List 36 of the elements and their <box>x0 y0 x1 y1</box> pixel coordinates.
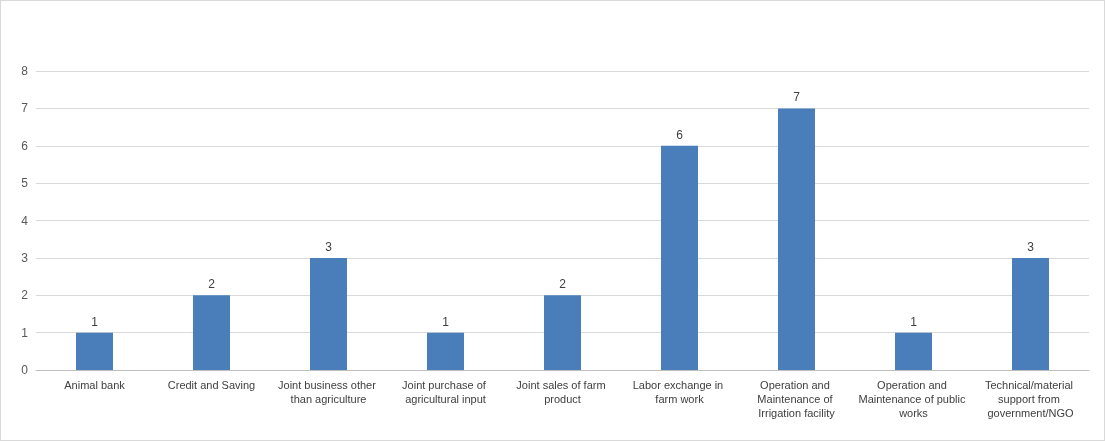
y-tick-label: 5 <box>21 176 29 191</box>
x-tick-label: Labor exchange in farm work <box>632 379 727 405</box>
y-tick-label: 4 <box>21 213 29 228</box>
x-tick-label: Credit and Saving <box>167 379 256 391</box>
bar <box>1012 257 1049 370</box>
bar <box>895 332 932 370</box>
bar <box>778 108 815 370</box>
y-tick-label: 6 <box>21 138 29 153</box>
bar <box>544 295 581 370</box>
data-label: 1 <box>910 314 918 329</box>
data-label: 3 <box>1027 239 1035 254</box>
y-tick-label: 3 <box>21 250 29 265</box>
data-label: 1 <box>442 314 450 329</box>
x-tick-label: Animal bank <box>64 379 126 391</box>
x-tick-label: Operation and Maintenance of public works <box>858 379 969 419</box>
x-tick-label: Technical/material support from government/NGO <box>984 379 1077 419</box>
data-label: 6 <box>676 127 684 142</box>
data-label: 7 <box>793 90 801 105</box>
data-label: 3 <box>325 239 333 254</box>
y-tick-label: 7 <box>21 101 29 116</box>
bar <box>193 295 230 370</box>
y-tick-label: 0 <box>21 363 29 377</box>
data-label: 1 <box>91 314 99 329</box>
y-tick-label: 1 <box>21 325 29 340</box>
x-tick-label: Operation and Maintenance of Irrigation facility <box>757 379 836 419</box>
y-tick-label: 8 <box>21 64 29 78</box>
bar <box>427 332 464 370</box>
bar <box>76 332 113 370</box>
bar <box>661 145 698 370</box>
y-tick-label: 2 <box>21 288 29 303</box>
data-label: 2 <box>208 277 216 292</box>
x-tick-label: Joint sales of farm product <box>516 379 609 405</box>
bar <box>310 257 347 370</box>
x-tick-label: Joint business other than agriculture <box>278 379 379 405</box>
data-label: 2 <box>559 277 567 292</box>
x-tick-label: Joint purchase of agricultural input <box>402 379 489 405</box>
